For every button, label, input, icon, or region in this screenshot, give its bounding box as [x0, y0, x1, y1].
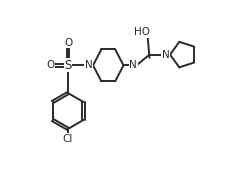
Text: N: N: [162, 50, 169, 60]
Text: N: N: [85, 60, 92, 70]
Text: S: S: [64, 59, 72, 72]
Text: O: O: [64, 38, 72, 48]
Text: Cl: Cl: [63, 134, 73, 144]
Text: O: O: [46, 60, 54, 70]
Text: HO: HO: [134, 27, 150, 37]
Text: N: N: [129, 60, 137, 70]
